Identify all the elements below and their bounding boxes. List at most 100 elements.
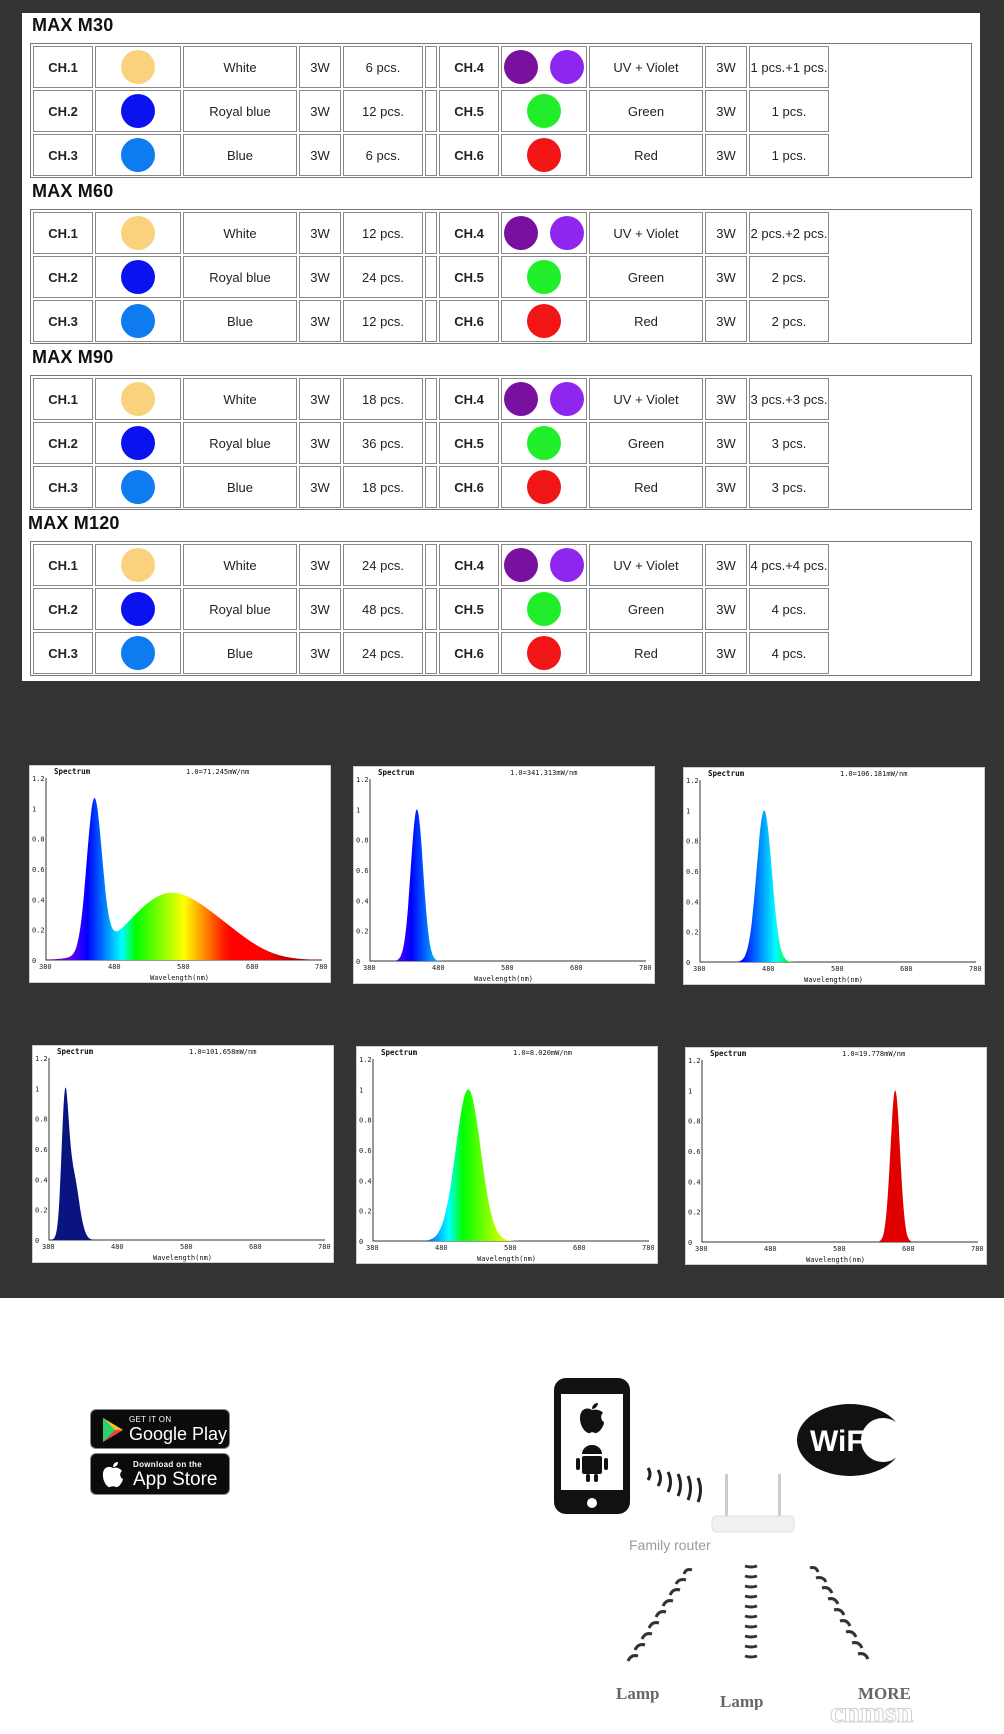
led-wattage: 3W (299, 378, 341, 420)
channel-label: CH.3 (33, 632, 93, 674)
x-tick-label: 380 (42, 1243, 55, 1251)
led-name: White (183, 378, 297, 420)
axis-lines (701, 1060, 978, 1243)
led-color-dot (550, 382, 584, 416)
table-row: CH.2 Royal blue 3W 24 pcs. CH.5 Green 3W 2 pcs. (33, 256, 969, 298)
spectrum-plot: 0 0.2 0.4 0.6 0.8 1 1.2 380 480 580 680 780 Spectrum… (32, 767, 328, 982)
channel-label: CH.1 (33, 46, 93, 88)
led-name: UV + Violet (589, 46, 703, 88)
led-name: UV + Violet (589, 378, 703, 420)
led-wattage: 3W (299, 544, 341, 586)
spectrum-area (46, 798, 322, 960)
led-color-dot (550, 216, 584, 250)
x-axis-label: Wavelength(nm) (804, 976, 863, 984)
led-quantity: 1 pcs. (749, 134, 829, 176)
app-store-badge[interactable]: Download on the App Store (90, 1453, 230, 1495)
axis-lines (699, 780, 976, 963)
y-tick-label: 0.4 (359, 1177, 372, 1185)
led-color-dot (527, 592, 561, 626)
spectrum-area (373, 1089, 649, 1241)
y-tick-label: 0.4 (35, 1176, 48, 1184)
table-row: CH.1 White 3W 24 pcs. CH.4 UV + Violet 3W 4 pcs… (33, 544, 969, 586)
y-tick-label: 0.4 (32, 896, 45, 904)
y-tick-label: 1 (686, 807, 690, 815)
led-quantity: 4 pcs. (749, 632, 829, 674)
spectrum-chart: 0 0.2 0.4 0.6 0.8 1 1.2 380 480 580 680 780 Spectrum… (29, 765, 331, 983)
y-tick-label: 0.2 (356, 928, 369, 936)
led-color-dot (527, 138, 561, 172)
apple-small-text: Download on the (133, 1460, 202, 1469)
y-tick-label: 0.2 (35, 1207, 48, 1215)
y-tick-label: 1 (359, 1086, 363, 1094)
led-color-dot (504, 50, 538, 84)
channel-label: CH.1 (33, 212, 93, 254)
section-max-m60: MAX M60 CH.1 White 3W 12 pcs. CH.4 UV + Violet… (22, 179, 980, 345)
led-color-dot (121, 426, 155, 460)
led-color-cell (95, 588, 181, 630)
led-wattage: 3W (705, 46, 747, 88)
led-color-cell (95, 466, 181, 508)
led-quantity: 18 pcs. (343, 466, 423, 508)
x-axis-label: Wavelength(nm) (153, 1254, 212, 1262)
x-tick-label: 780 (969, 965, 982, 973)
led-name: Blue (183, 632, 297, 674)
channel-label: CH.2 (33, 588, 93, 630)
column-divider (425, 588, 437, 630)
section-title: MAX M60 (32, 181, 114, 201)
router-label: Family router (629, 1537, 711, 1553)
led-color-cell (95, 378, 181, 420)
y-tick-label: 1 (32, 805, 36, 813)
chart-scale-note: 1.0=341.313mW/nm (510, 769, 577, 777)
y-tick-label: 0 (32, 957, 36, 965)
led-quantity: 1 pcs.+1 pcs. (749, 46, 829, 88)
led-quantity: 6 pcs. (343, 46, 423, 88)
led-color-cell (501, 256, 587, 298)
table-row: CH.3 Blue 3W 18 pcs. CH.6 Red 3W 3 pcs. (33, 466, 969, 508)
y-tick-label: 0.4 (688, 1178, 701, 1186)
column-divider (425, 544, 437, 586)
table-row: CH.2 Royal blue 3W 48 pcs. CH.5 Green 3W 4 pcs. (33, 588, 969, 630)
chart-title: Spectrum (708, 769, 745, 778)
led-color-cell (95, 134, 181, 176)
column-divider (425, 46, 437, 88)
x-tick-label: 580 (504, 1244, 517, 1252)
axis-lines (372, 1059, 649, 1242)
x-tick-label: 580 (831, 965, 844, 973)
google-small-text: GET IT ON (129, 1415, 172, 1424)
table-row: CH.3 Blue 3W 6 pcs. CH.6 Red 3W 1 pcs. (33, 134, 969, 176)
table-row: CH.1 White 3W 18 pcs. CH.4 UV + Violet 3W 3 pcs… (33, 378, 969, 420)
chart-title: Spectrum (381, 1048, 418, 1057)
channel-label: CH.2 (33, 90, 93, 132)
network-diagram: WiFi Family router Lamp Lamp MORE (554, 1378, 911, 1710)
led-quantity: 2 pcs. (749, 300, 829, 342)
led-color-cell (501, 544, 587, 586)
led-name: Red (589, 300, 703, 342)
y-tick-label: 0.6 (688, 1148, 701, 1156)
led-color-cell (501, 300, 587, 342)
led-quantity: 2 pcs. (749, 256, 829, 298)
column-divider (425, 212, 437, 254)
google-play-badge[interactable]: GET IT ON Google Play (90, 1409, 230, 1449)
led-wattage: 3W (705, 256, 747, 298)
led-color-cell (501, 134, 587, 176)
y-tick-label: 0.2 (686, 929, 699, 937)
led-wattage: 3W (705, 378, 747, 420)
table-row: CH.1 White 3W 6 pcs. CH.4 UV + Violet 3W 1 pcs.… (33, 46, 969, 88)
x-tick-label: 580 (501, 964, 514, 972)
led-wattage: 3W (299, 632, 341, 674)
watermark: cnmsn (829, 1696, 914, 1730)
led-color-dot (121, 138, 155, 172)
x-tick-label: 480 (432, 964, 445, 972)
y-tick-label: 0.2 (688, 1209, 701, 1217)
led-wattage: 3W (299, 46, 341, 88)
led-name: Green (589, 588, 703, 630)
y-tick-label: 0.8 (356, 837, 369, 845)
led-quantity: 24 pcs. (343, 256, 423, 298)
channel-label: CH.6 (439, 466, 499, 508)
y-tick-label: 0.4 (356, 897, 369, 905)
led-wattage: 3W (299, 90, 341, 132)
led-quantity: 3 pcs.+3 pcs. (749, 378, 829, 420)
y-tick-label: 0 (688, 1239, 692, 1247)
x-tick-label: 580 (180, 1243, 193, 1251)
table-row: CH.1 White 3W 12 pcs. CH.4 UV + Violet 3W 2 pcs… (33, 212, 969, 254)
